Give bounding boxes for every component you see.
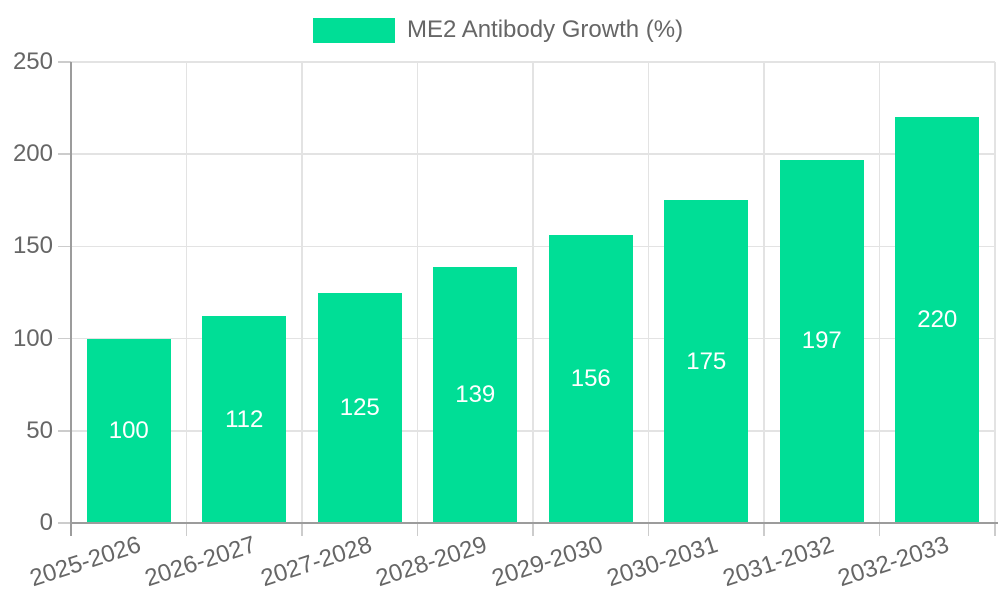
- gridline-vertical: [994, 62, 996, 523]
- y-tick-label: 0: [39, 509, 53, 536]
- chart-legend[interactable]: ME2 Antibody Growth (%): [313, 17, 683, 43]
- y-tick-label: 150: [12, 232, 53, 260]
- gridline-vertical: [763, 62, 765, 523]
- gridline-vertical: [647, 62, 650, 523]
- bar-value-label: 100: [108, 416, 149, 444]
- x-tick-label: 2029-2030: [488, 531, 607, 593]
- bar[interactable]: [202, 316, 287, 523]
- x-tick-mark: [994, 523, 996, 536]
- bar[interactable]: [548, 235, 633, 523]
- x-tick-label: 2027-2028: [257, 531, 376, 593]
- bar[interactable]: [433, 266, 518, 523]
- x-tick-label: 2028-2029: [373, 531, 491, 593]
- bar-value-label: 112: [225, 405, 264, 433]
- y-tick-mark: [58, 337, 71, 340]
- x-tick-label: 2031-2032: [719, 531, 838, 593]
- gridline-vertical: [301, 62, 303, 523]
- bar[interactable]: [86, 338, 171, 523]
- bar[interactable]: [895, 117, 980, 523]
- y-tick-label: 100: [12, 324, 53, 352]
- gridline-vertical: [878, 62, 881, 523]
- y-tick-mark: [58, 245, 71, 248]
- x-tick-label: 2030-2031: [604, 531, 722, 593]
- bar-value-label: 175: [686, 347, 727, 375]
- gridline-vertical: [185, 62, 188, 523]
- y-tick-mark: [58, 61, 71, 63]
- y-tick-label: 200: [12, 140, 53, 168]
- y-tick-mark: [58, 522, 71, 524]
- bar[interactable]: [317, 292, 402, 523]
- legend-swatch: [313, 17, 395, 43]
- y-tick-label: 50: [26, 416, 53, 444]
- gridline-vertical: [416, 62, 419, 523]
- y-tick-mark: [58, 153, 71, 155]
- x-tick-mark: [416, 523, 419, 536]
- y-tick-mark: [58, 430, 71, 432]
- bar-value-label: 139: [455, 380, 496, 408]
- x-tick-mark: [878, 523, 881, 536]
- bar-value-label: 125: [339, 393, 380, 421]
- x-tick-mark: [301, 523, 303, 536]
- x-tick-mark: [763, 523, 765, 536]
- x-tick-label: 2025-2026: [26, 531, 145, 593]
- bar-value-label: 156: [570, 365, 611, 393]
- x-tick-mark: [647, 523, 650, 536]
- x-axis-line: [70, 522, 998, 524]
- bar-value-label: 220: [917, 306, 958, 334]
- bar-value-label: 197: [801, 327, 842, 355]
- y-tick-label: 250: [12, 48, 53, 75]
- x-tick-label: 2026-2027: [142, 531, 260, 593]
- x-tick-label: 2032-2033: [835, 531, 953, 593]
- x-tick-mark: [185, 523, 188, 536]
- legend-label: ME2 Antibody Growth (%): [407, 16, 684, 43]
- gridline-vertical: [532, 62, 534, 523]
- bar[interactable]: [779, 159, 864, 523]
- bar[interactable]: [664, 200, 749, 523]
- x-tick-mark: [532, 523, 534, 536]
- y-axis-line: [70, 62, 72, 536]
